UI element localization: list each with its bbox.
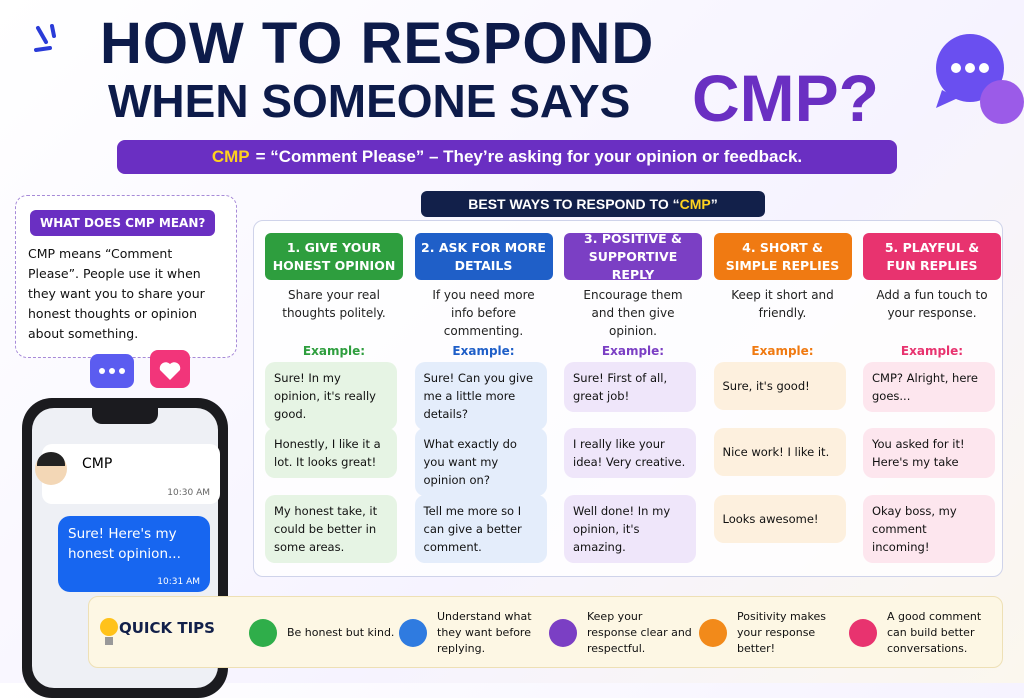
method-column: 2. ASK FOR MORE DETAILS If you need more … bbox=[414, 233, 553, 563]
sidebar-heading: WHAT DOES CMP MEAN? bbox=[30, 210, 216, 236]
tips-label: QUICK TIPS bbox=[119, 619, 215, 637]
example-label: Example: bbox=[751, 344, 814, 358]
method-description: If you need more info before commenting. bbox=[432, 288, 535, 338]
method-column: 1. GIVE YOUR HONEST OPINION Share your re… bbox=[265, 233, 403, 563]
tip-text: Positivity makes your response better! bbox=[737, 610, 826, 655]
example-bubble: Looks awesome! bbox=[713, 495, 846, 543]
tip-icon bbox=[399, 619, 427, 647]
method-description: Encourage them and then give opinion. bbox=[583, 288, 683, 338]
definition: = “Comment Please” – They’re asking for … bbox=[255, 147, 803, 166]
heading-text: ” bbox=[710, 196, 718, 212]
example-bubble: Okay boss, my comment incoming! bbox=[863, 495, 995, 563]
title: HOW TO RESPOND bbox=[100, 11, 655, 76]
method-title: 4. SHORT & SIMPLE REPLIES bbox=[713, 233, 852, 280]
chat-icon bbox=[936, 34, 1024, 124]
title: WHEN SOMEONE SAYS bbox=[108, 75, 631, 127]
example-bubble: Tell me more so I can give a better comm… bbox=[414, 495, 547, 563]
sidebar-body: CMP means “Comment Please”. People use i… bbox=[28, 246, 205, 341]
notch bbox=[92, 408, 158, 424]
heading-highlight: CMP bbox=[679, 196, 711, 212]
method-title: 5. PLAYFUL & FUN REPLIES bbox=[863, 233, 1001, 280]
tip: Positivity makes your response better! bbox=[699, 607, 845, 659]
title-highlight: CMP? bbox=[692, 61, 879, 135]
example-bubble: Nice work! I like it. bbox=[713, 428, 846, 476]
method-description: Keep it short and friendly. bbox=[731, 288, 834, 320]
example-bubble: What exactly do you want my opinion on? bbox=[414, 428, 547, 496]
method-column: 3. POSITIVE & SUPPORTIVE REPLY Encourage … bbox=[564, 231, 702, 563]
reaction-icons bbox=[90, 350, 190, 388]
method-description: Add a fun touch to your response. bbox=[876, 288, 988, 320]
example-label: Example: bbox=[900, 344, 964, 358]
outgoing-message: Sure! Here's my honest opinion... 10:31 A… bbox=[58, 516, 210, 592]
tip-icon bbox=[699, 619, 727, 647]
example-bubble: Sure! First of all, great job! bbox=[564, 362, 696, 412]
sparkle bbox=[34, 24, 56, 52]
method-column: 4. SHORT & SIMPLE REPLIES Keep it short a… bbox=[713, 233, 852, 543]
tip-text: A good comment can build better conversa… bbox=[887, 610, 982, 655]
method-title: 1. GIVE YOUR HONEST OPINION bbox=[265, 233, 403, 280]
tip: Be honest but kind. bbox=[249, 607, 395, 659]
example-bubble: Sure, it's good! bbox=[713, 362, 846, 410]
tip: Understand what they want before replyin… bbox=[399, 607, 545, 659]
tip-icon bbox=[849, 619, 877, 647]
tip: A good comment can build better conversa… bbox=[849, 607, 995, 659]
method-column: 5. PLAYFUL & FUN REPLIES Add a fun touch … bbox=[863, 233, 1001, 563]
example-label: Example: bbox=[601, 344, 665, 358]
example-bubble: You asked for it! Here's my take bbox=[863, 428, 995, 478]
example-bubble: Sure! In my opinion, it's really good. bbox=[265, 362, 397, 430]
tip-icon bbox=[249, 619, 277, 647]
tip-text: Be honest but kind. bbox=[287, 626, 395, 639]
method-title: 2. ASK FOR MORE DETAILS bbox=[414, 233, 553, 280]
heading-text: BEST WAYS TO RESPOND TO “ bbox=[468, 196, 680, 212]
message-text: Sure! Here's my honest opinion... bbox=[68, 526, 181, 562]
example-bubble: I really like your idea! Very creative. bbox=[564, 428, 696, 478]
subtitle: CMP = “Comment Please” – They’re asking f… bbox=[117, 140, 897, 174]
example-bubble: Sure! Can you give me a little more deta… bbox=[414, 362, 547, 430]
example-label: Example: bbox=[302, 344, 366, 358]
sidebar: WHAT DOES CMP MEAN? CMP means “Comment Pl… bbox=[15, 195, 237, 358]
example-bubble: My honest take, it could be better in so… bbox=[265, 495, 397, 563]
avatar bbox=[35, 452, 67, 485]
example-bubble: Well done! In my opinion, it's amazing. bbox=[564, 495, 696, 563]
incoming-message: CMP 10:30 AM bbox=[35, 444, 220, 504]
example-bubble: Honestly, I like it a lot. It looks grea… bbox=[265, 428, 397, 478]
tip-text: Understand what they want before replyin… bbox=[437, 610, 532, 655]
timestamp: 10:31 AM bbox=[157, 577, 200, 587]
quick-tips: QUICK TIPS Be honest but kind. Understand … bbox=[88, 596, 1003, 668]
timestamp: 10:30 AM bbox=[167, 488, 210, 498]
example-bubble: CMP? Alright, here goes... bbox=[863, 362, 995, 412]
method-title: 3. POSITIVE & SUPPORTIVE REPLY bbox=[564, 231, 702, 282]
acronym: CMP bbox=[211, 147, 250, 166]
bulb-icon bbox=[100, 618, 118, 645]
method-description: Share your real thoughts politely. bbox=[282, 288, 386, 320]
example-label: Example: bbox=[452, 344, 515, 358]
message-text: CMP bbox=[82, 456, 113, 472]
tip: Keep your response clear and respectful. bbox=[549, 607, 695, 659]
tip-text: Keep your response clear and respectful. bbox=[587, 610, 692, 655]
section-heading: BEST WAYS TO RESPOND TO “CMP” bbox=[421, 191, 765, 217]
tip-icon bbox=[549, 619, 577, 647]
